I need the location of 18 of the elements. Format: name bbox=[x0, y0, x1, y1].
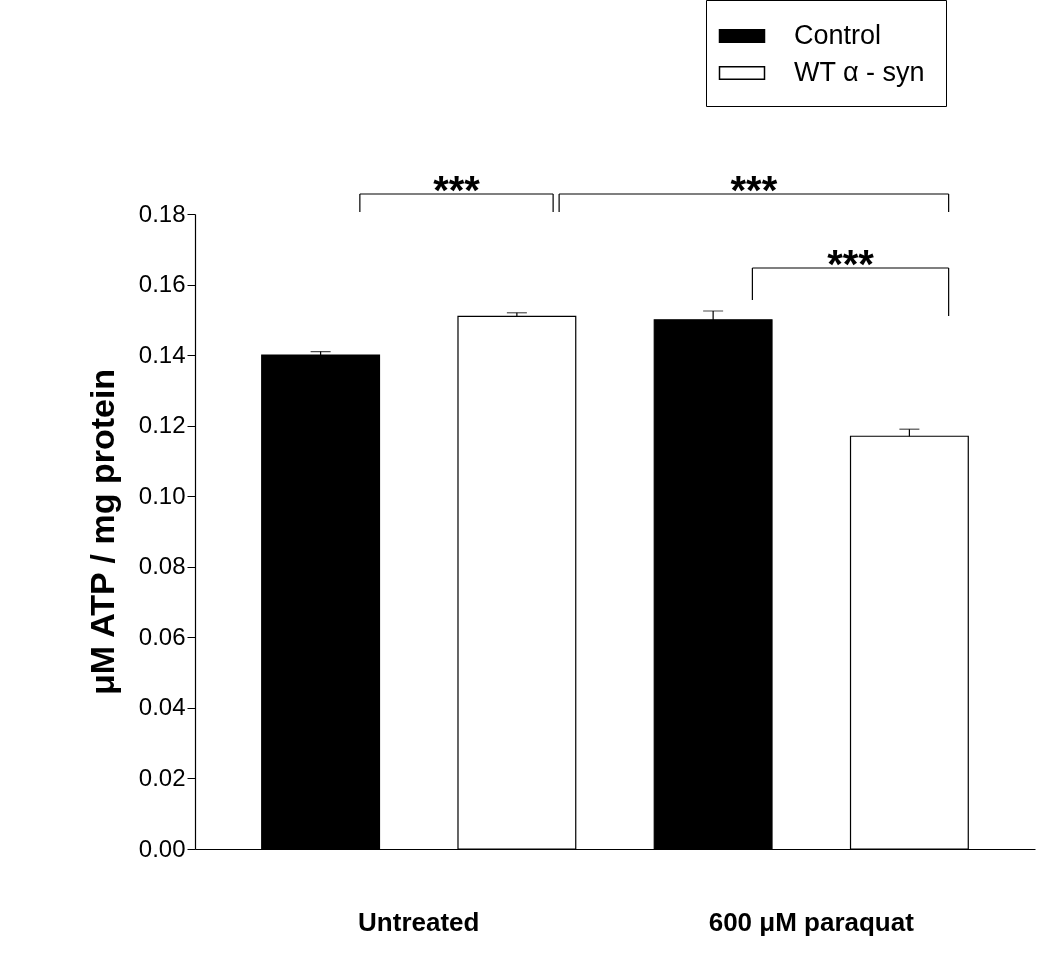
y-tick-label: 0.00 bbox=[138, 834, 186, 862]
y-tick-label: 0.18 bbox=[138, 199, 186, 227]
text: *** bbox=[730, 168, 778, 212]
y-tick-label: 0.16 bbox=[138, 270, 186, 298]
y-tick-label: 0.12 bbox=[138, 411, 186, 439]
y-tick-label: 0.02 bbox=[138, 763, 186, 791]
y-tick-label: 0.10 bbox=[138, 481, 186, 509]
y-tick-label: 0.04 bbox=[138, 693, 186, 721]
legend-label: Control bbox=[794, 20, 882, 50]
x-tick-label: 600 μM paraquat bbox=[708, 906, 915, 937]
text: *** bbox=[433, 168, 481, 212]
y-tick-label: 0.08 bbox=[138, 552, 186, 580]
legend-label: WT α - syn bbox=[794, 57, 925, 87]
annotation: *** bbox=[827, 242, 875, 286]
y-tick-label: 0.06 bbox=[138, 622, 186, 650]
y-axis-title: μM ATP / mg protein bbox=[82, 368, 121, 696]
y-tick-label: 0.14 bbox=[138, 340, 186, 368]
x-tick-label: Untreated bbox=[358, 906, 480, 937]
